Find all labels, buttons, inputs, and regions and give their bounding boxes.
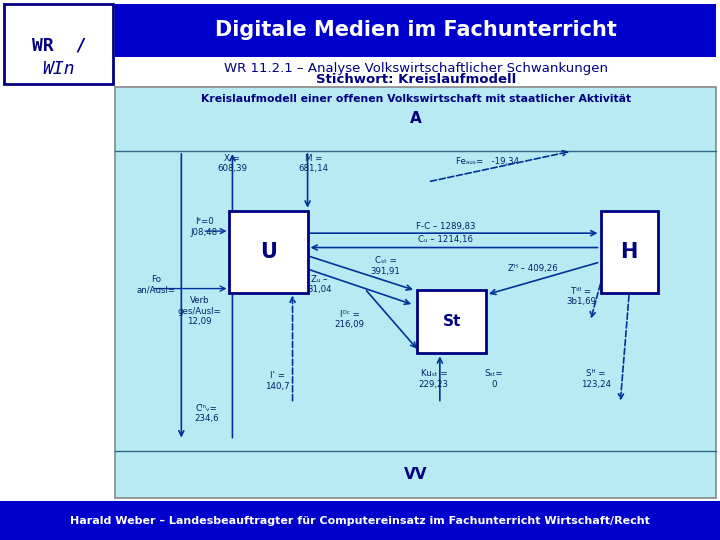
Text: Cᵤ – 1214,16: Cᵤ – 1214,16 xyxy=(418,235,473,244)
Text: Tᵈᴵ =
3b1,69: Tᵈᴵ = 3b1,69 xyxy=(566,287,596,307)
FancyBboxPatch shape xyxy=(4,4,113,84)
Text: Kuₛₜ =
229,23: Kuₛₜ = 229,23 xyxy=(419,369,449,389)
Text: Cₛₜ =
391,91: Cₛₜ = 391,91 xyxy=(371,256,400,276)
Text: Cᴵⁿᵥ=
234,6: Cᴵⁿᵥ= 234,6 xyxy=(194,404,219,423)
Text: WR  /: WR / xyxy=(32,37,86,55)
Text: A: A xyxy=(410,111,422,126)
Text: F-C – 1289,83: F-C – 1289,83 xyxy=(416,222,476,231)
Text: Iᵉ=0
J08,48: Iᵉ=0 J08,48 xyxy=(191,217,217,237)
FancyBboxPatch shape xyxy=(115,87,716,498)
FancyBboxPatch shape xyxy=(418,289,487,353)
Text: Zᵤ –
31,04: Zᵤ – 31,04 xyxy=(307,275,332,294)
FancyBboxPatch shape xyxy=(230,211,307,293)
Text: Digitale Medien im Fachunterricht: Digitale Medien im Fachunterricht xyxy=(215,20,617,40)
Text: Fo
an/Ausl=: Fo an/Ausl= xyxy=(137,275,176,294)
FancyBboxPatch shape xyxy=(600,211,658,293)
Text: Feₐᵤₛ=   -19,34: Feₐᵤₛ= -19,34 xyxy=(456,157,520,166)
Text: WR 11.2.1 – Analyse Volkswirtschaftlicher Schwankungen: WR 11.2.1 – Analyse Volkswirtschaftliche… xyxy=(224,62,608,75)
Text: Kreislaufmodell einer offenen Volkswirtschaft mit staatlicher Aktivität: Kreislaufmodell einer offenen Volkswirts… xyxy=(201,94,631,104)
Text: St: St xyxy=(443,314,461,329)
Text: Harald Weber – Landesbeauftragter für Computereinsatz im Fachunterricht Wirtscha: Harald Weber – Landesbeauftragter für Co… xyxy=(70,516,650,525)
Text: U: U xyxy=(260,241,277,262)
Text: I' =
140,7: I' = 140,7 xyxy=(265,371,290,390)
Text: Zᴴ – 409,26: Zᴴ – 409,26 xyxy=(508,265,558,273)
Text: H: H xyxy=(621,241,638,262)
Text: Verb
ges/Ausl=
12,09: Verb ges/Ausl= 12,09 xyxy=(178,296,221,326)
Text: X =
608,39: X = 608,39 xyxy=(217,154,248,173)
Text: Iᴼᶜ =
216,09: Iᴼᶜ = 216,09 xyxy=(335,309,364,329)
FancyBboxPatch shape xyxy=(0,501,720,540)
Text: Sₛₜ=
0: Sₛₜ= 0 xyxy=(485,369,503,389)
Text: Sᴴ =
123,24: Sᴴ = 123,24 xyxy=(581,369,611,389)
FancyBboxPatch shape xyxy=(115,4,716,57)
Text: Stichwort: Kreislaufmodell: Stichwort: Kreislaufmodell xyxy=(316,73,516,86)
Text: M =
681,14: M = 681,14 xyxy=(299,154,328,173)
Text: VV: VV xyxy=(404,467,428,482)
Text: WIn: WIn xyxy=(42,60,76,78)
